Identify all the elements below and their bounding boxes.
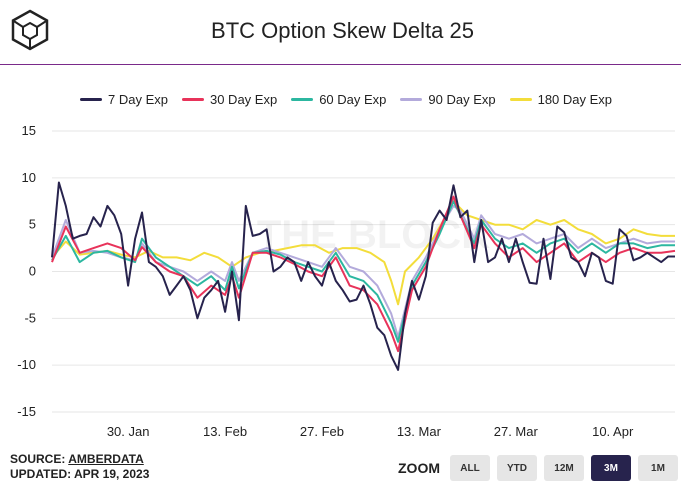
- y-tick-label: 10: [22, 170, 36, 185]
- chart-legend: 7 Day Exp 30 Day Exp 60 Day Exp 90 Day Exp 1…: [80, 92, 612, 107]
- watermark: THE BLOCK: [257, 213, 490, 257]
- legend-label: 60 Day Exp: [319, 92, 387, 107]
- x-tick-label: 13. Feb: [203, 424, 247, 439]
- zoom-button-3m[interactable]: 3M: [591, 455, 631, 481]
- y-tick-label: -5: [24, 310, 36, 325]
- legend-swatch: [181, 98, 204, 101]
- legend-label: 180 Day Exp: [537, 92, 613, 107]
- x-tick-label: 30. Jan: [107, 424, 150, 439]
- legend-label: 30 Day Exp: [209, 92, 278, 107]
- zoom-button-1m[interactable]: 1M: [638, 455, 678, 481]
- zoom-button-all[interactable]: ALL: [450, 455, 490, 481]
- title-divider: [0, 64, 681, 65]
- y-tick-label: 15: [22, 123, 36, 138]
- page-title: BTC Option Skew Delta 25: [211, 18, 474, 43]
- zoom-label: ZOOM: [398, 460, 440, 476]
- legend-item[interactable]: 180 Day Exp: [509, 92, 613, 107]
- legend-item[interactable]: 90 Day Exp: [400, 92, 496, 107]
- legend-item[interactable]: 30 Day Exp: [181, 92, 278, 107]
- source-link[interactable]: AMBERDATA: [68, 452, 144, 466]
- updated-date: UPDATED: APR 19, 2023: [10, 467, 150, 481]
- legend-label: 7 Day Exp: [108, 92, 168, 107]
- zoom-controls: ZOOM ALL YTD 12M 3M 1M: [398, 455, 685, 481]
- y-tick-label: 5: [29, 217, 36, 232]
- series-line-180-day-exp: [51, 200, 675, 306]
- x-tick-label: 10. Apr: [592, 424, 634, 439]
- legend-swatch: [291, 98, 314, 101]
- x-tick-label: 27. Feb: [300, 424, 344, 439]
- y-tick-label: 0: [29, 264, 36, 279]
- legend-label: 90 Day Exp: [428, 92, 496, 107]
- y-tick-label: -10: [17, 357, 36, 372]
- legend-item[interactable]: 7 Day Exp: [80, 92, 168, 107]
- the-block-logo-icon: [11, 9, 49, 51]
- zoom-button-12m[interactable]: 12M: [544, 455, 584, 481]
- x-tick-label: 13. Mar: [397, 424, 442, 439]
- line-chart: 15 10 5 0 -5 -10 -15 THE BLOCK 30. Jan 13. Feb 27.…: [17, 123, 676, 439]
- series-line-30-day-exp: [51, 195, 676, 353]
- source-prefix: SOURCE:: [10, 452, 69, 466]
- legend-swatch: [400, 98, 423, 101]
- series-line-60-day-exp: [51, 200, 675, 343]
- x-tick-label: 27. Mar: [494, 424, 539, 439]
- y-tick-label: -15: [17, 404, 36, 419]
- legend-swatch: [80, 98, 102, 101]
- legend-item[interactable]: 60 Day Exp: [291, 92, 386, 107]
- legend-swatch: [509, 98, 532, 101]
- zoom-button-ytd[interactable]: YTD: [497, 455, 537, 481]
- source-note: SOURCE: AMBERDATA UPDATED: APR 19, 2023: [10, 452, 149, 482]
- series-line-7-day-exp: [51, 181, 675, 371]
